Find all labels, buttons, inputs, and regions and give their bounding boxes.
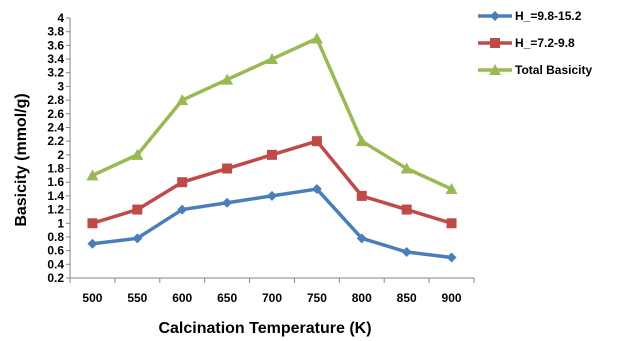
- x-axis-title: Calcination Temperature (K): [158, 320, 371, 337]
- data-point-series-1: [311, 184, 322, 195]
- data-point-series-1: [446, 252, 457, 263]
- y-tick-label: 0.6: [47, 244, 64, 258]
- y-tick-label: 2.2: [47, 134, 64, 148]
- x-tick-label: 700: [262, 291, 282, 305]
- data-point-series-3: [131, 148, 144, 160]
- legend-label-2: H_=7.2-9.8: [515, 36, 575, 50]
- data-point-series-2: [177, 177, 188, 188]
- data-point-series-3: [176, 94, 189, 106]
- data-point-series-2: [311, 136, 322, 147]
- y-tick-label: 0.4: [47, 257, 64, 271]
- legend-marker-3: [489, 64, 501, 75]
- data-point-series-3: [86, 169, 99, 181]
- data-point-series-1: [87, 238, 98, 249]
- data-point-series-3: [266, 53, 278, 65]
- y-tick-label: 0.2: [47, 271, 64, 285]
- x-tick-label: 850: [397, 291, 417, 305]
- data-point-series-3: [355, 135, 368, 147]
- y-tick-label: 1.8: [47, 162, 64, 176]
- y-tick-label: 2: [57, 148, 64, 162]
- y-tick-label: 1.6: [47, 175, 64, 189]
- data-point-series-1: [267, 190, 277, 201]
- y-tick-label: 3.8: [47, 25, 64, 39]
- data-point-series-1: [356, 233, 367, 244]
- data-point-series-1: [177, 204, 188, 215]
- x-tick-label: 600: [172, 291, 192, 305]
- data-point-series-2: [222, 163, 233, 174]
- y-tick-label: 3.6: [47, 38, 64, 52]
- data-point-series-1: [132, 233, 143, 244]
- data-point-series-3: [400, 162, 413, 174]
- x-tick-label: 650: [217, 291, 237, 305]
- legend-label-3: Total Basicity: [515, 63, 592, 77]
- y-tick-label: 4: [57, 11, 64, 25]
- data-point-series-3: [445, 183, 458, 195]
- y-tick-label: 1.4: [47, 189, 64, 203]
- x-tick-labels: 500 550 600 650 700 750 800 850 900: [69, 278, 475, 305]
- y-tick-label: 2.4: [47, 120, 64, 134]
- y-tick-label: 2.6: [47, 107, 64, 121]
- x-tick-label: 500: [82, 291, 102, 305]
- y-tick-labels: 0.20.40.60.811.21.41.61.822.22.42.62.833…: [47, 11, 70, 285]
- data-point-series-2: [356, 190, 367, 201]
- legend-label-1: H_=9.8-15.2: [515, 9, 582, 23]
- y-tick-label: 3.2: [47, 66, 64, 80]
- data-point-series-2: [401, 204, 412, 215]
- series-lines: [91, 36, 453, 260]
- legend-marker-2: [490, 38, 500, 48]
- plot-axes: [69, 18, 474, 279]
- data-point-series-2: [267, 149, 277, 160]
- data-point-series-2: [446, 218, 457, 229]
- series-markers: [86, 32, 458, 263]
- x-tick-label: 750: [307, 291, 327, 305]
- x-tick-label: 550: [127, 291, 147, 305]
- y-tick-label: 3.4: [47, 52, 64, 66]
- x-tick-label: 800: [352, 291, 372, 305]
- data-point-series-1: [222, 197, 233, 208]
- y-tick-label: 3: [57, 79, 64, 93]
- data-point-series-2: [132, 204, 143, 215]
- y-tick-label: 2.8: [47, 93, 64, 107]
- data-point-series-2: [87, 218, 98, 229]
- y-axis-title: Basicity (mmol/g): [13, 93, 30, 226]
- legend-marker-1: [490, 11, 500, 21]
- chart-legend: H_=9.8-15.2 H_=7.2-9.8 Total Basicity: [478, 9, 592, 77]
- y-tick-label: 1: [57, 216, 64, 230]
- x-tick-label: 900: [442, 291, 462, 305]
- data-point-series-3: [221, 73, 234, 85]
- y-tick-label: 0.8: [47, 230, 64, 244]
- y-tick-label: 1.2: [47, 203, 64, 217]
- data-point-series-1: [401, 247, 412, 257]
- data-point-series-3: [310, 32, 323, 44]
